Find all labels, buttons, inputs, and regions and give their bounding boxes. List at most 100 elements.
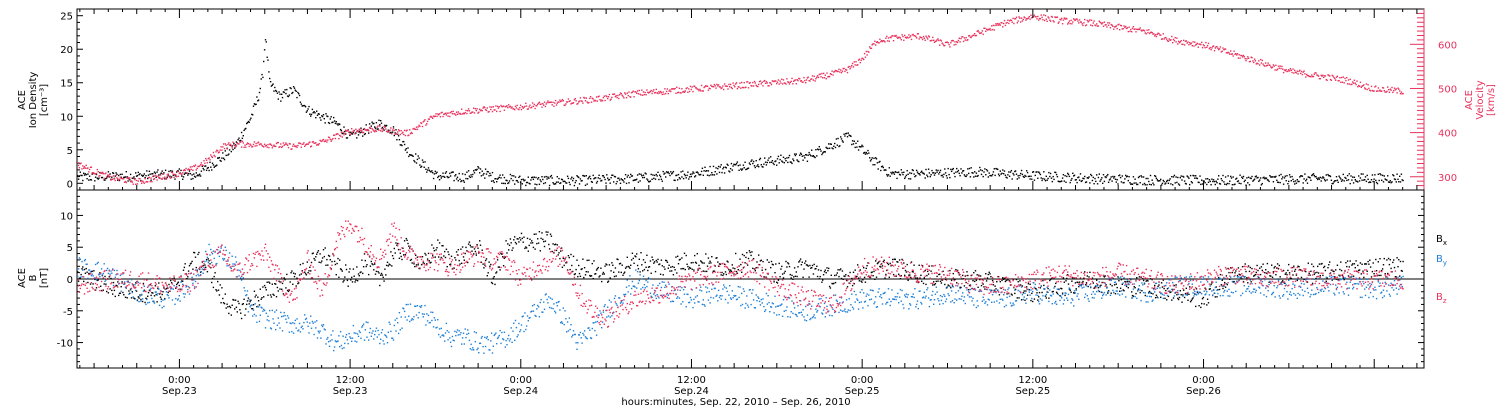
velocity-point [1157,32,1159,34]
bx-point [1061,292,1064,294]
bx-point [1080,284,1082,286]
density-point [173,174,175,176]
bx-point [1296,279,1298,282]
density-point [644,172,646,174]
velocity-point [691,86,693,88]
velocity-point [192,169,194,171]
velocity-point [91,172,93,174]
density-point [170,176,173,178]
velocity-point [425,124,427,126]
density-point [495,178,497,180]
velocity-point [932,36,934,39]
velocity-point [1017,20,1019,22]
bx-point [351,276,353,279]
density-point [1351,179,1353,181]
bx-point [102,289,104,291]
density-point [362,128,365,130]
velocity-point [829,73,832,75]
by-point [150,287,152,290]
velocity-point [480,109,483,111]
velocity-point [1306,74,1309,77]
bx-point [694,254,696,257]
velocity-point [609,99,611,101]
velocity-point [1048,17,1050,19]
velocity-point [684,90,686,92]
velocity-point [976,30,978,33]
velocity-point [875,44,877,46]
density-point [1206,183,1208,186]
velocity-point [796,79,798,81]
bx-point [794,275,797,277]
velocity-point [1393,89,1395,92]
bx-point [1219,273,1222,276]
velocity-point [409,132,412,135]
density-point [710,174,712,176]
density-point [1139,182,1141,184]
velocity-point [869,47,872,50]
density-point [1286,175,1288,177]
velocity-point [1046,20,1048,22]
bx-point [857,277,860,279]
density-point [1025,175,1027,178]
density-point [1218,175,1220,177]
bx-point [533,233,535,235]
density-point [271,84,273,86]
velocity-point [1243,56,1245,58]
bx-point [600,267,602,269]
bx-point [322,249,325,251]
velocity-point [305,143,308,146]
velocity-point [1254,60,1257,62]
density-point [346,137,349,139]
velocity-point [1345,79,1347,82]
bx-point [220,302,222,304]
bx-point [263,296,265,298]
bx-point [758,264,761,266]
velocity-point [286,144,289,146]
velocity-point [121,177,123,180]
bx-point [415,254,417,256]
density-point [158,174,160,176]
density-point [269,77,271,80]
velocity-point [1262,63,1264,65]
bx-point [751,251,753,253]
density-point [1381,174,1384,177]
bx-point [830,274,832,276]
velocity-point [1135,31,1137,33]
density-point [940,174,943,177]
velocity-point [164,178,167,180]
velocity-point [1288,70,1291,72]
bx-point [379,284,381,287]
bx-point [1004,280,1007,283]
density-point [295,90,297,92]
bx-point [179,288,181,290]
density-point [1231,184,1234,186]
bx-point [314,259,316,261]
density-point [928,172,931,174]
density-point [1172,176,1175,178]
velocity-point [1124,26,1126,29]
velocity-point [788,83,791,85]
by-point [197,273,199,276]
bx-point [404,253,407,256]
velocity-point [642,94,644,96]
density-point [1154,175,1156,177]
velocity-point [558,101,560,103]
velocity-point [889,36,891,38]
bx-point [791,274,793,277]
bx-point [1117,276,1119,278]
velocity-point [1173,40,1176,42]
velocity-point [114,179,116,182]
bx-point [1107,290,1110,292]
velocity-point [1058,21,1060,23]
by-point [210,248,212,251]
density-point [1120,181,1123,183]
density-point [343,126,345,128]
density-point [1056,176,1059,178]
bx-point [1011,294,1013,296]
density-point [234,144,237,146]
bx-point [772,264,774,266]
bx-point [436,247,438,249]
velocity-point [573,99,576,101]
velocity-point [828,75,830,78]
by-point [145,303,147,306]
